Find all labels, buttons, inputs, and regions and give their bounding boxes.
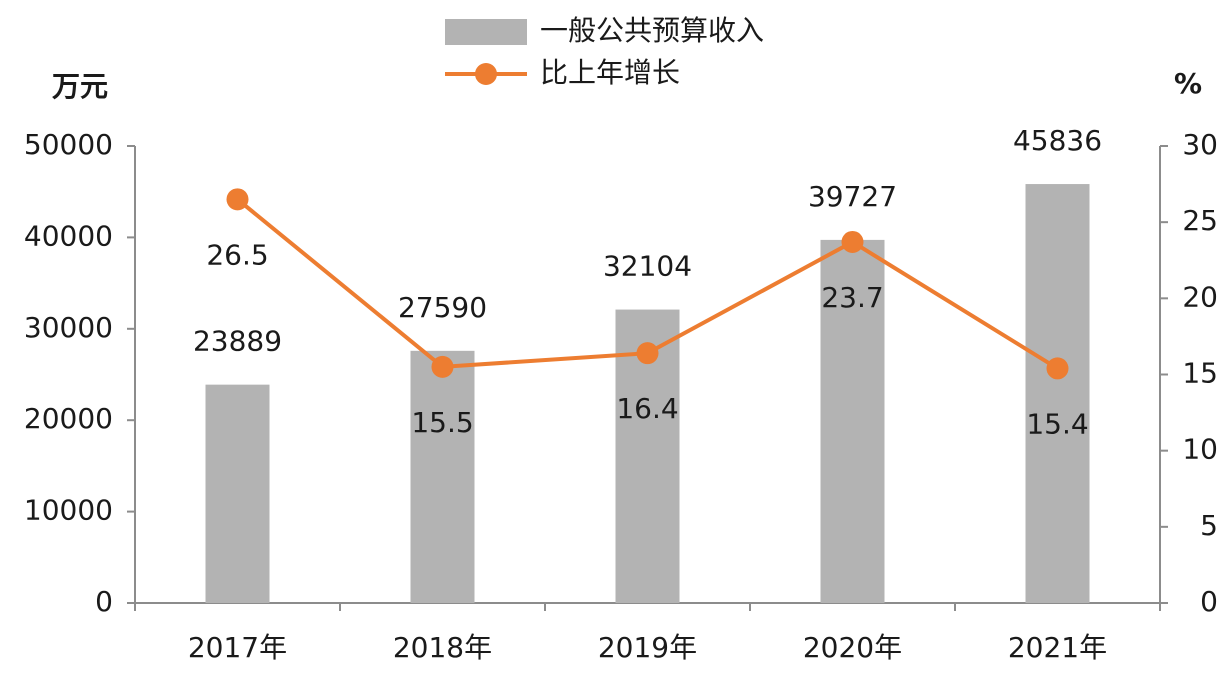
bar-value-label: 32104 <box>603 250 692 283</box>
bar <box>820 239 885 604</box>
bar-value-label: 45836 <box>1013 124 1102 157</box>
y2-tick-label: 30 <box>1182 128 1218 161</box>
y2-tick-label: 5 <box>1200 509 1218 542</box>
legend-label: 比上年增长 <box>540 56 680 89</box>
y-tick-label: 40000 <box>24 219 113 252</box>
x-tick-label: 2021年 <box>1008 631 1107 664</box>
legend-swatch <box>475 63 497 85</box>
legend-swatch <box>445 19 527 45</box>
bar-value-label: 39727 <box>808 180 897 213</box>
line-value-label: 15.5 <box>411 406 473 439</box>
y2-tick-label: 25 <box>1182 204 1218 237</box>
line-value-label: 26.5 <box>206 238 268 271</box>
line-point <box>841 230 864 253</box>
y-tick-label: 50000 <box>24 128 113 161</box>
y2-axis-label: % <box>1174 67 1202 100</box>
x-tick-label: 2020年 <box>803 631 902 664</box>
line-value-label: 15.4 <box>1026 407 1088 440</box>
y-tick-label: 0 <box>95 585 113 618</box>
line-value-label: 23.7 <box>821 281 883 314</box>
y-axis-label: 万元 <box>52 70 108 103</box>
y2-tick-label: 10 <box>1182 433 1218 466</box>
line-point <box>431 355 454 378</box>
legend-label: 一般公共预算收入 <box>540 14 764 47</box>
x-tick-label: 2019年 <box>598 631 697 664</box>
y-tick-label: 30000 <box>24 311 113 344</box>
line-point <box>636 342 659 365</box>
bar <box>410 350 475 603</box>
line-point <box>226 188 249 211</box>
y-tick-label: 10000 <box>24 494 113 527</box>
bar <box>1025 184 1090 603</box>
bar-value-label: 27590 <box>398 291 487 324</box>
y2-tick-label: 20 <box>1182 280 1218 313</box>
y2-tick-label: 0 <box>1200 585 1218 618</box>
line-value-label: 16.4 <box>616 392 678 425</box>
y-tick-label: 20000 <box>24 402 113 435</box>
x-tick-label: 2017年 <box>188 631 287 664</box>
bar <box>205 384 270 603</box>
x-tick-label: 2018年 <box>393 631 492 664</box>
line-point <box>1046 357 1069 380</box>
y2-tick-label: 15 <box>1182 357 1218 390</box>
bar-value-label: 23889 <box>193 325 282 358</box>
